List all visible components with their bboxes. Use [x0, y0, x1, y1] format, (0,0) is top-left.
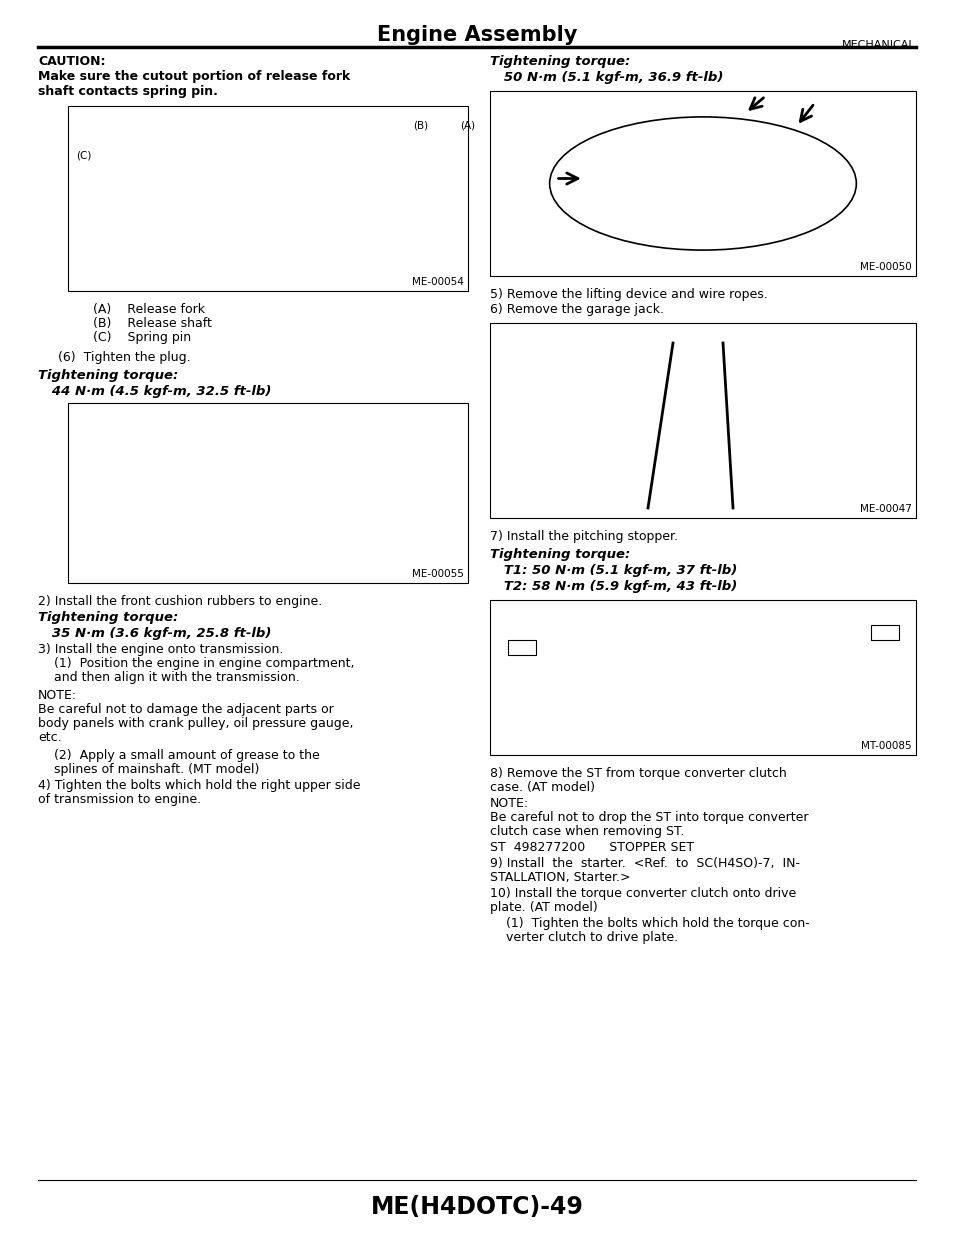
- Text: CAUTION:: CAUTION:: [38, 56, 106, 68]
- Text: 8) Remove the ST from torque converter clutch: 8) Remove the ST from torque converter c…: [490, 767, 786, 781]
- Text: MT-00085: MT-00085: [861, 741, 911, 751]
- Bar: [490, 600, 915, 755]
- Text: NOTE:: NOTE:: [38, 689, 77, 701]
- Text: ME-00047: ME-00047: [860, 504, 911, 514]
- Text: plate. (AT model): plate. (AT model): [490, 902, 598, 914]
- Text: ME-00050: ME-00050: [860, 262, 911, 272]
- Text: 6) Remove the garage jack.: 6) Remove the garage jack.: [490, 303, 663, 316]
- Bar: [870, 625, 898, 640]
- Bar: [490, 91, 915, 275]
- Text: T1: T1: [878, 627, 890, 637]
- Text: (1)  Tighten the bolts which hold the torque con-: (1) Tighten the bolts which hold the tor…: [490, 918, 809, 930]
- Text: T1: 50 N·m (5.1 kgf-m, 37 ft-lb): T1: 50 N·m (5.1 kgf-m, 37 ft-lb): [490, 564, 737, 577]
- Text: Tightening torque:: Tightening torque:: [490, 56, 630, 68]
- Text: 4) Tighten the bolts which hold the right upper side: 4) Tighten the bolts which hold the righ…: [38, 779, 360, 792]
- Text: STALLATION, Starter.>: STALLATION, Starter.>: [490, 871, 630, 884]
- Text: MECHANICAL: MECHANICAL: [841, 40, 915, 49]
- Bar: [507, 640, 536, 655]
- Ellipse shape: [549, 117, 856, 251]
- Text: NOTE:: NOTE:: [490, 797, 529, 810]
- Text: splines of mainshaft. (MT model): splines of mainshaft. (MT model): [38, 763, 259, 776]
- Text: (B): (B): [413, 120, 428, 130]
- Text: ME-00055: ME-00055: [412, 569, 463, 579]
- Text: 35 N·m (3.6 kgf-m, 25.8 ft-lb): 35 N·m (3.6 kgf-m, 25.8 ft-lb): [38, 627, 271, 640]
- Text: 2) Install the front cushion rubbers to engine.: 2) Install the front cushion rubbers to …: [38, 595, 322, 608]
- Text: (C): (C): [76, 149, 91, 161]
- Text: Be careful not to drop the ST into torque converter: Be careful not to drop the ST into torqu…: [490, 811, 807, 824]
- Bar: [68, 403, 468, 583]
- Text: (B)    Release shaft: (B) Release shaft: [92, 317, 212, 330]
- Text: 9) Install  the  starter.  <Ref.  to  SC(H4SO)-7,  IN-: 9) Install the starter. <Ref. to SC(H4SO…: [490, 857, 800, 869]
- Text: verter clutch to drive plate.: verter clutch to drive plate.: [490, 931, 678, 944]
- Text: etc.: etc.: [38, 731, 62, 743]
- Text: Make sure the cutout portion of release fork: Make sure the cutout portion of release …: [38, 70, 350, 83]
- Text: T2: T2: [515, 642, 528, 652]
- Text: Be careful not to damage the adjacent parts or: Be careful not to damage the adjacent pa…: [38, 703, 334, 716]
- Text: and then align it with the transmission.: and then align it with the transmission.: [38, 671, 299, 684]
- Text: (6)  Tighten the plug.: (6) Tighten the plug.: [58, 351, 191, 364]
- Text: Tightening torque:: Tightening torque:: [38, 369, 178, 382]
- Text: body panels with crank pulley, oil pressure gauge,: body panels with crank pulley, oil press…: [38, 718, 354, 730]
- Text: T2: 58 N·m (5.9 kgf-m, 43 ft-lb): T2: 58 N·m (5.9 kgf-m, 43 ft-lb): [490, 580, 737, 593]
- Text: case. (AT model): case. (AT model): [490, 781, 595, 794]
- Text: (A): (A): [459, 120, 475, 130]
- Text: (2)  Apply a small amount of grease to the: (2) Apply a small amount of grease to th…: [38, 748, 319, 762]
- Bar: [490, 324, 915, 517]
- Text: ST  498277200      STOPPER SET: ST 498277200 STOPPER SET: [490, 841, 694, 853]
- Text: 3) Install the engine onto transmission.: 3) Install the engine onto transmission.: [38, 643, 283, 656]
- Text: Tightening torque:: Tightening torque:: [38, 611, 178, 624]
- Text: (C)    Spring pin: (C) Spring pin: [92, 331, 191, 345]
- Text: shaft contacts spring pin.: shaft contacts spring pin.: [38, 85, 217, 98]
- Bar: [68, 106, 468, 291]
- Text: clutch case when removing ST.: clutch case when removing ST.: [490, 825, 683, 839]
- Text: 5) Remove the lifting device and wire ropes.: 5) Remove the lifting device and wire ro…: [490, 288, 767, 301]
- Text: ME-00054: ME-00054: [412, 277, 463, 287]
- Text: of transmission to engine.: of transmission to engine.: [38, 793, 201, 806]
- Text: Tightening torque:: Tightening torque:: [490, 548, 630, 561]
- Text: 10) Install the torque converter clutch onto drive: 10) Install the torque converter clutch …: [490, 887, 796, 900]
- Text: 7) Install the pitching stopper.: 7) Install the pitching stopper.: [490, 530, 678, 543]
- Text: ME(H4DOTC)-49: ME(H4DOTC)-49: [370, 1195, 583, 1219]
- Text: (1)  Position the engine in engine compartment,: (1) Position the engine in engine compar…: [38, 657, 355, 671]
- Text: 50 N·m (5.1 kgf-m, 36.9 ft-lb): 50 N·m (5.1 kgf-m, 36.9 ft-lb): [490, 70, 722, 84]
- Text: (A)    Release fork: (A) Release fork: [92, 303, 205, 316]
- Text: Engine Assembly: Engine Assembly: [376, 25, 577, 44]
- Text: 44 N·m (4.5 kgf-m, 32.5 ft-lb): 44 N·m (4.5 kgf-m, 32.5 ft-lb): [38, 385, 271, 398]
